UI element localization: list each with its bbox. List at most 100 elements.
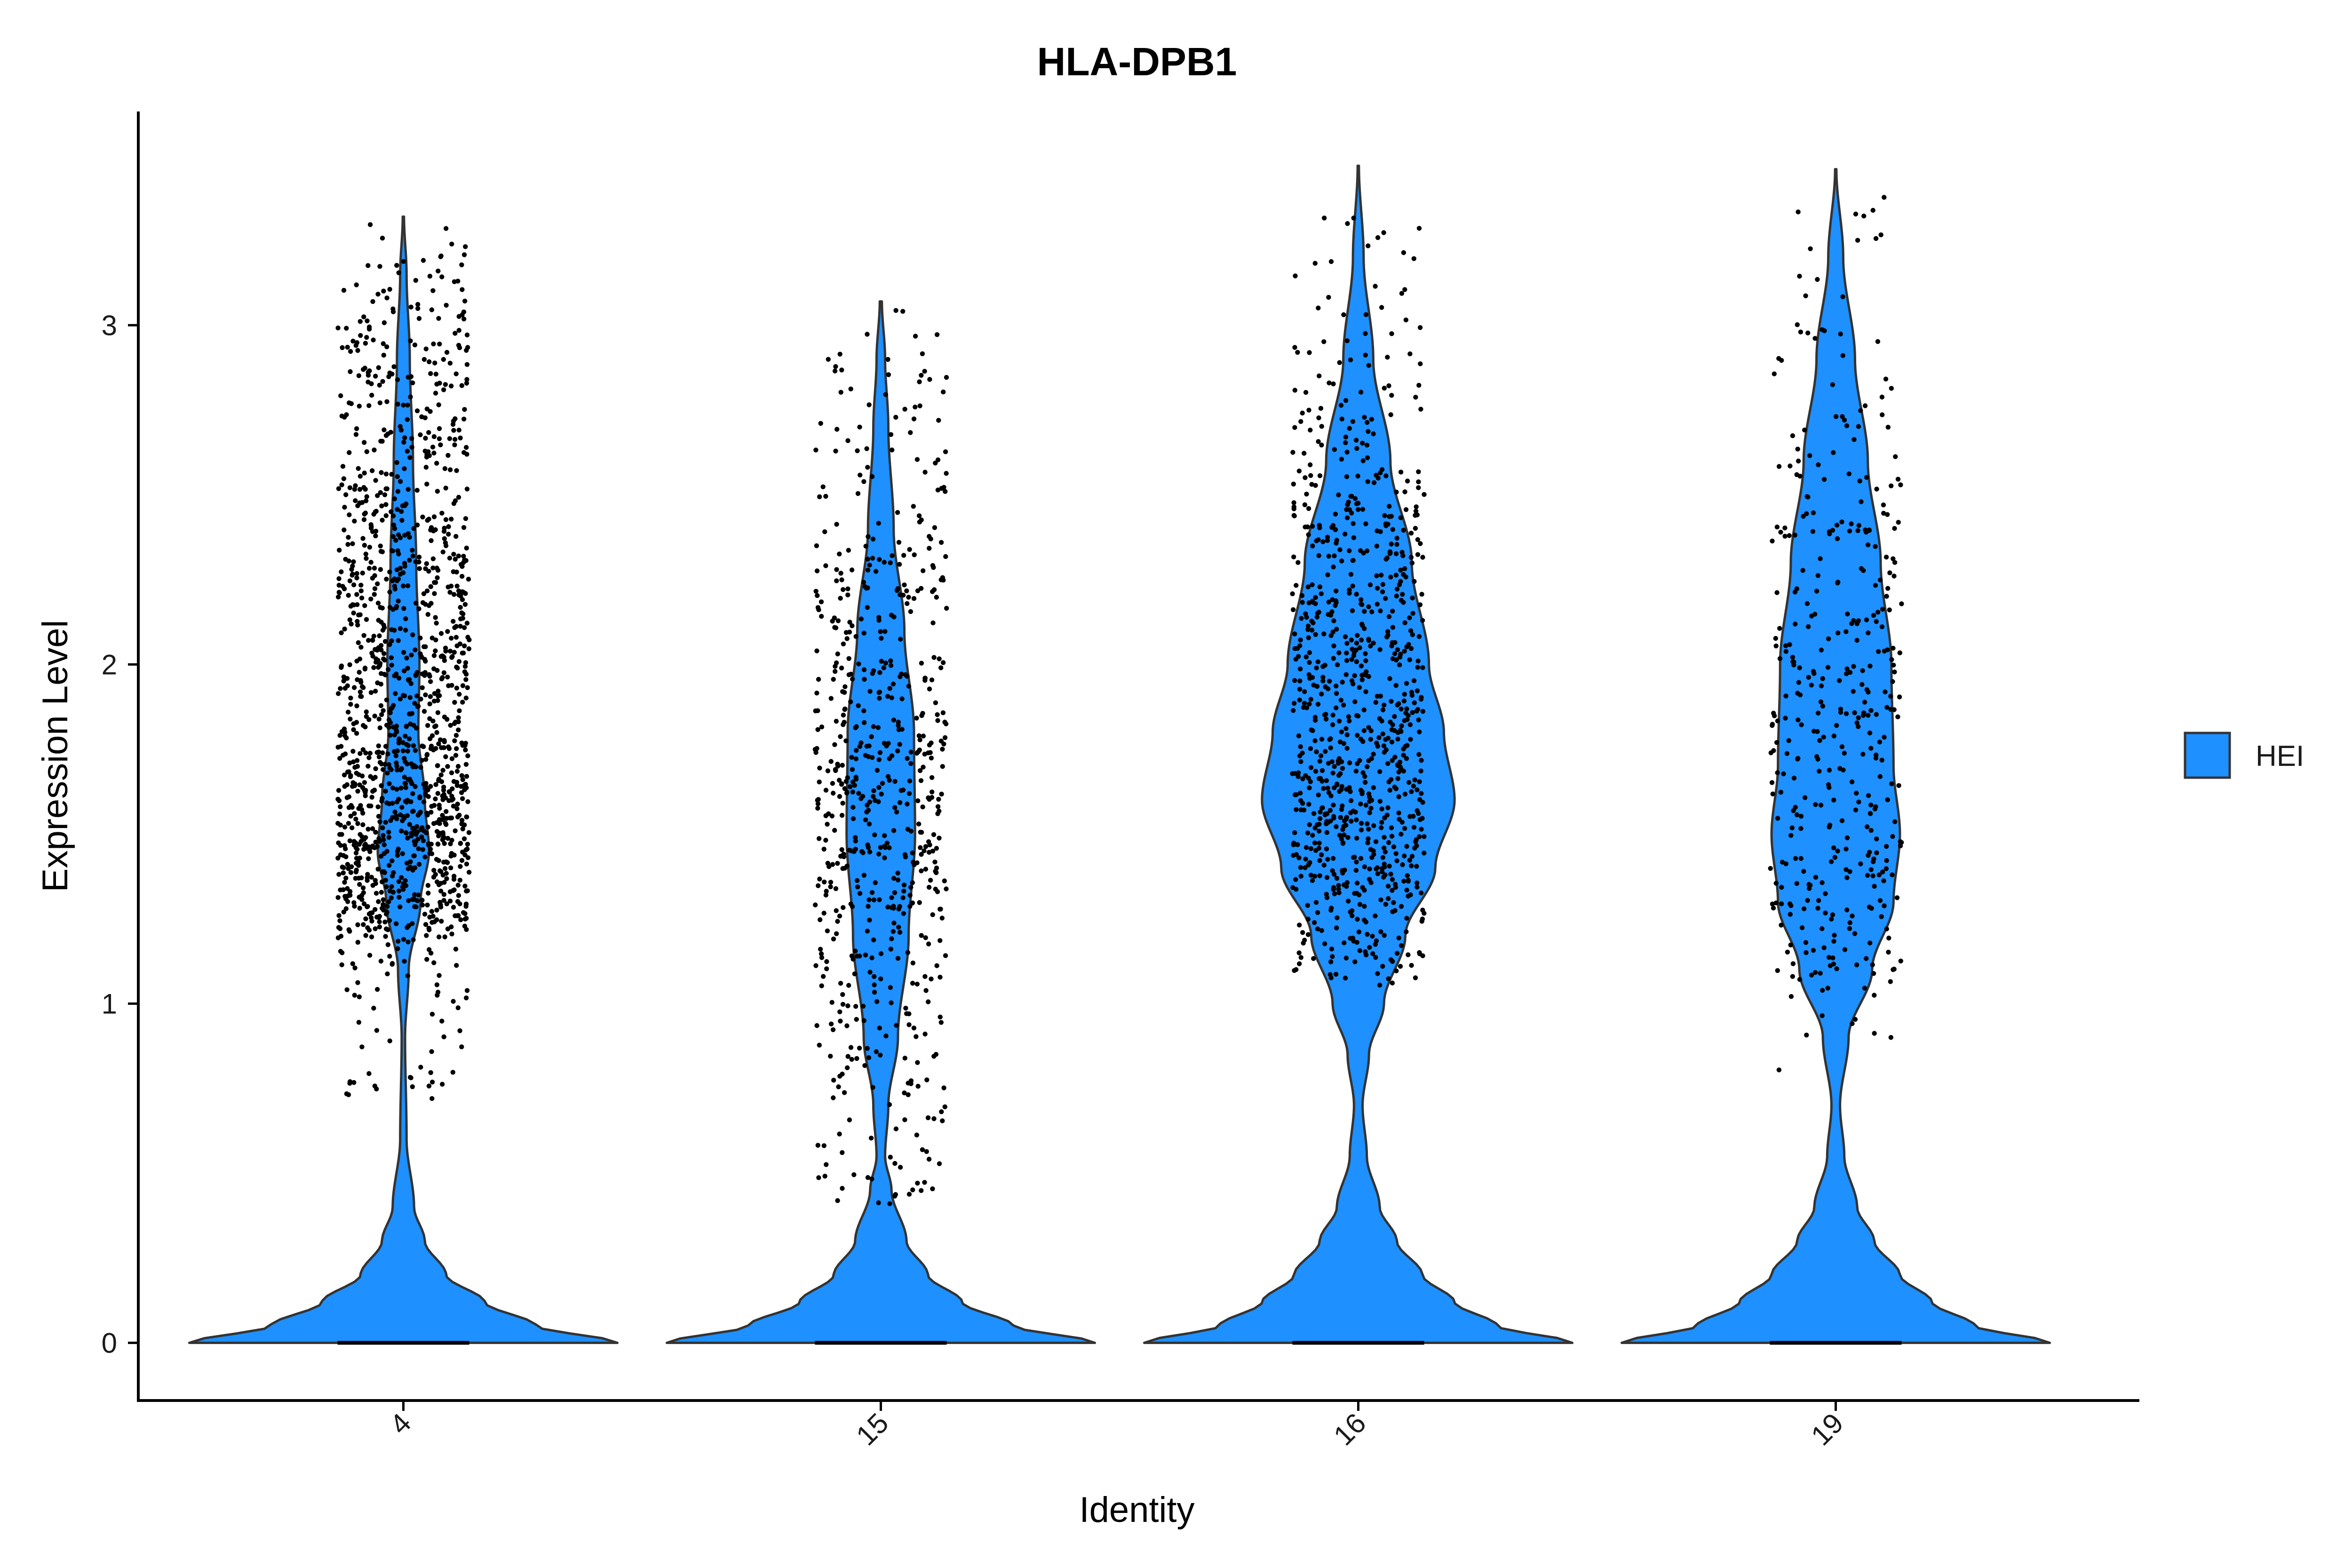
data-point	[1832, 855, 1837, 860]
data-point	[1779, 923, 1784, 928]
data-point	[840, 1186, 845, 1191]
data-point	[1893, 454, 1898, 459]
data-point	[411, 526, 416, 531]
data-point	[460, 597, 465, 602]
data-point	[888, 432, 894, 437]
data-point	[1383, 872, 1388, 877]
data-point	[1306, 802, 1311, 807]
data-point	[410, 548, 415, 553]
data-point	[1394, 657, 1399, 663]
data-point	[1378, 929, 1383, 934]
data-point	[1330, 856, 1336, 861]
data-point	[828, 696, 834, 701]
data-point	[934, 963, 939, 968]
data-point	[1310, 833, 1315, 838]
data-point	[1338, 815, 1343, 820]
data-point	[891, 920, 897, 926]
data-point	[401, 937, 406, 942]
data-point	[940, 710, 946, 716]
data-point	[464, 861, 469, 867]
data-point	[876, 1200, 881, 1205]
data-point	[1892, 669, 1897, 675]
data-point	[903, 854, 908, 860]
data-point	[895, 510, 900, 515]
data-point	[907, 892, 913, 898]
data-point	[1291, 513, 1296, 518]
data-point	[865, 567, 871, 573]
data-point	[403, 628, 408, 633]
data-point	[362, 603, 367, 608]
data-point	[1401, 753, 1406, 758]
data-point	[400, 748, 406, 754]
data-point	[1328, 745, 1333, 750]
data-point	[1352, 699, 1358, 704]
data-point	[1815, 710, 1821, 716]
data-point	[432, 591, 437, 596]
data-point	[1788, 994, 1794, 999]
data-point	[1302, 689, 1307, 694]
data-point	[1305, 932, 1311, 937]
data-point	[376, 365, 381, 370]
data-point	[1344, 641, 1350, 646]
data-point	[1790, 654, 1796, 660]
data-point	[1798, 826, 1804, 831]
data-point	[373, 509, 378, 515]
data-point	[1316, 792, 1321, 798]
data-point	[443, 754, 448, 759]
data-point	[1899, 840, 1904, 845]
data-point	[1316, 828, 1322, 834]
data-point	[424, 933, 429, 938]
data-point	[1775, 816, 1780, 821]
data-point	[405, 743, 411, 748]
data-point	[919, 933, 924, 938]
data-point	[890, 553, 895, 558]
data-point	[456, 342, 461, 348]
data-point	[869, 474, 875, 479]
data-point	[1305, 830, 1311, 836]
data-point	[1413, 525, 1418, 531]
data-point	[1773, 881, 1779, 886]
data-point	[926, 1156, 932, 1162]
data-point	[1786, 738, 1791, 743]
data-point	[817, 876, 822, 882]
data-point	[1309, 628, 1315, 633]
data-point	[1373, 700, 1378, 705]
data-point	[866, 754, 871, 759]
data-point	[1363, 312, 1369, 317]
data-point	[464, 381, 469, 386]
data-point	[1795, 322, 1800, 327]
data-point	[1326, 599, 1331, 605]
data-point	[437, 934, 442, 939]
data-point	[1406, 893, 1411, 899]
data-point	[925, 1115, 931, 1121]
data-point	[1397, 759, 1403, 765]
data-point	[380, 796, 385, 801]
data-point	[1380, 855, 1386, 860]
data-point	[425, 517, 430, 523]
data-point	[375, 867, 381, 872]
data-point	[459, 858, 465, 863]
data-point	[396, 598, 401, 604]
data-point	[1364, 443, 1370, 448]
data-point	[1291, 607, 1296, 613]
data-point	[1859, 499, 1864, 504]
data-point	[353, 483, 358, 488]
data-point	[1849, 521, 1854, 526]
data-point	[1816, 462, 1821, 468]
data-point	[914, 457, 920, 462]
data-point	[847, 1117, 852, 1122]
data-point	[919, 586, 924, 591]
data-point	[855, 878, 860, 883]
data-point	[337, 548, 342, 553]
data-point	[856, 661, 861, 667]
data-point	[454, 963, 459, 968]
data-point	[1788, 463, 1793, 469]
data-point	[389, 472, 394, 477]
data-point	[438, 442, 443, 447]
data-point	[814, 691, 819, 696]
data-point	[421, 357, 427, 362]
data-point	[926, 941, 931, 947]
data-point	[1295, 774, 1301, 779]
data-point	[1783, 861, 1788, 867]
